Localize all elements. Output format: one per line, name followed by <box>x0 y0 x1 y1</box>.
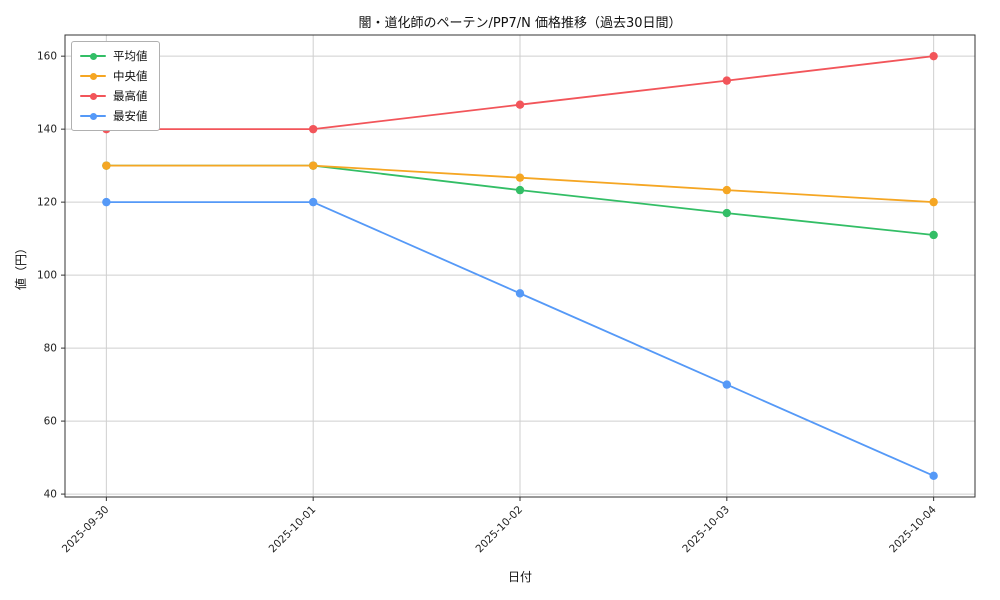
y-tick-label: 100 <box>37 270 57 282</box>
x-tick-label: 2025-10-03 <box>680 504 732 556</box>
legend-label: 最高値 <box>113 89 148 103</box>
series-marker <box>722 380 732 389</box>
y-tick-label: 120 <box>37 197 57 209</box>
y-tick-label: 80 <box>44 343 57 355</box>
y-tick-label: 40 <box>44 489 57 501</box>
series-marker <box>308 124 318 134</box>
y-tick-label: 140 <box>37 124 57 136</box>
legend-item: 最高値 <box>80 88 148 104</box>
x-axis-label: 日付 <box>507 570 532 584</box>
series-marker <box>308 197 318 207</box>
series-marker <box>929 471 938 481</box>
series-marker <box>722 76 732 85</box>
series-marker <box>515 185 525 195</box>
legend-item: 最安値 <box>80 108 148 124</box>
legend-item: 中央値 <box>80 68 148 84</box>
legend-label: 中央値 <box>113 69 148 83</box>
series-marker <box>308 161 318 170</box>
series-marker <box>722 185 732 195</box>
legend-marker-icon <box>80 71 106 81</box>
y-tick-label: 160 <box>37 51 57 63</box>
x-tick-label: 2025-10-04 <box>887 503 939 555</box>
legend-marker-icon <box>80 91 106 101</box>
series-marker <box>929 197 938 207</box>
y-tick-label: 60 <box>44 416 57 428</box>
series-marker <box>102 197 111 207</box>
series-marker <box>722 208 732 218</box>
series-marker <box>929 51 938 61</box>
series-marker <box>929 230 938 240</box>
x-tick-label: 2025-09-30 <box>60 504 112 556</box>
series-marker <box>515 289 525 298</box>
legend-marker-icon <box>80 51 106 61</box>
chart-title: 闇・道化師のペーテン/PP7/N 価格推移（過去30日間） <box>358 16 682 31</box>
y-axis-label: 値（円） <box>14 242 28 291</box>
legend-label: 最安値 <box>113 109 148 123</box>
series-marker <box>515 100 525 109</box>
x-tick-label: 2025-10-01 <box>267 504 319 556</box>
legend: 平均値中央値最高値最安値 <box>71 41 160 131</box>
legend-label: 平均値 <box>113 49 148 63</box>
legend-marker-icon <box>80 111 106 121</box>
legend-item: 平均値 <box>80 48 148 64</box>
series-marker <box>515 173 525 182</box>
x-tick-label: 2025-10-02 <box>473 504 525 556</box>
series-marker <box>102 161 111 170</box>
